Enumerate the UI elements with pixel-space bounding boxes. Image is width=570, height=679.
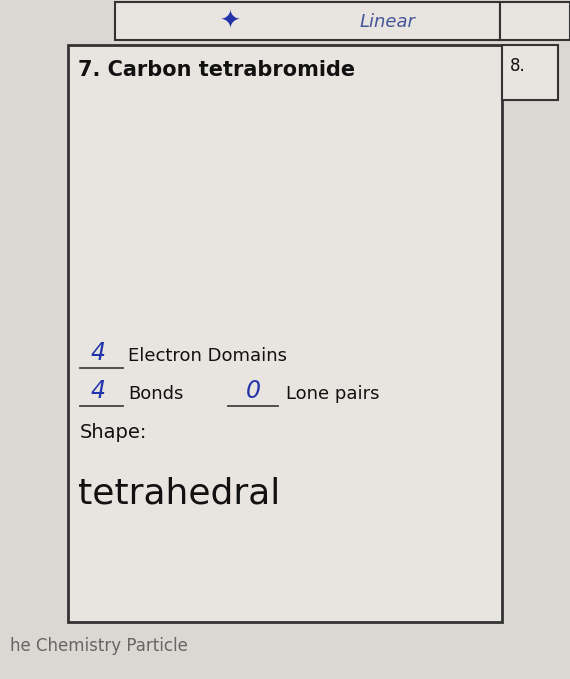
Text: Bonds: Bonds bbox=[128, 385, 184, 403]
Text: tetrahedral: tetrahedral bbox=[78, 476, 280, 510]
Bar bbox=[115, 2, 500, 40]
Text: 8.: 8. bbox=[510, 57, 526, 75]
Bar bbox=[502, 45, 558, 100]
Text: ✦: ✦ bbox=[219, 10, 241, 34]
Text: 4: 4 bbox=[91, 341, 105, 365]
Text: 7. Carbon tetrabromide: 7. Carbon tetrabromide bbox=[78, 60, 355, 80]
Text: Electron Domains: Electron Domains bbox=[128, 347, 287, 365]
Text: 0: 0 bbox=[246, 379, 260, 403]
Bar bbox=[68, 45, 502, 622]
Text: Linear: Linear bbox=[360, 13, 416, 31]
Text: Lone pairs: Lone pairs bbox=[286, 385, 380, 403]
Text: 4: 4 bbox=[91, 379, 105, 403]
Bar bbox=[500, 2, 570, 40]
Text: Shape:: Shape: bbox=[80, 423, 148, 442]
Text: he Chemistry Particle: he Chemistry Particle bbox=[10, 637, 188, 655]
